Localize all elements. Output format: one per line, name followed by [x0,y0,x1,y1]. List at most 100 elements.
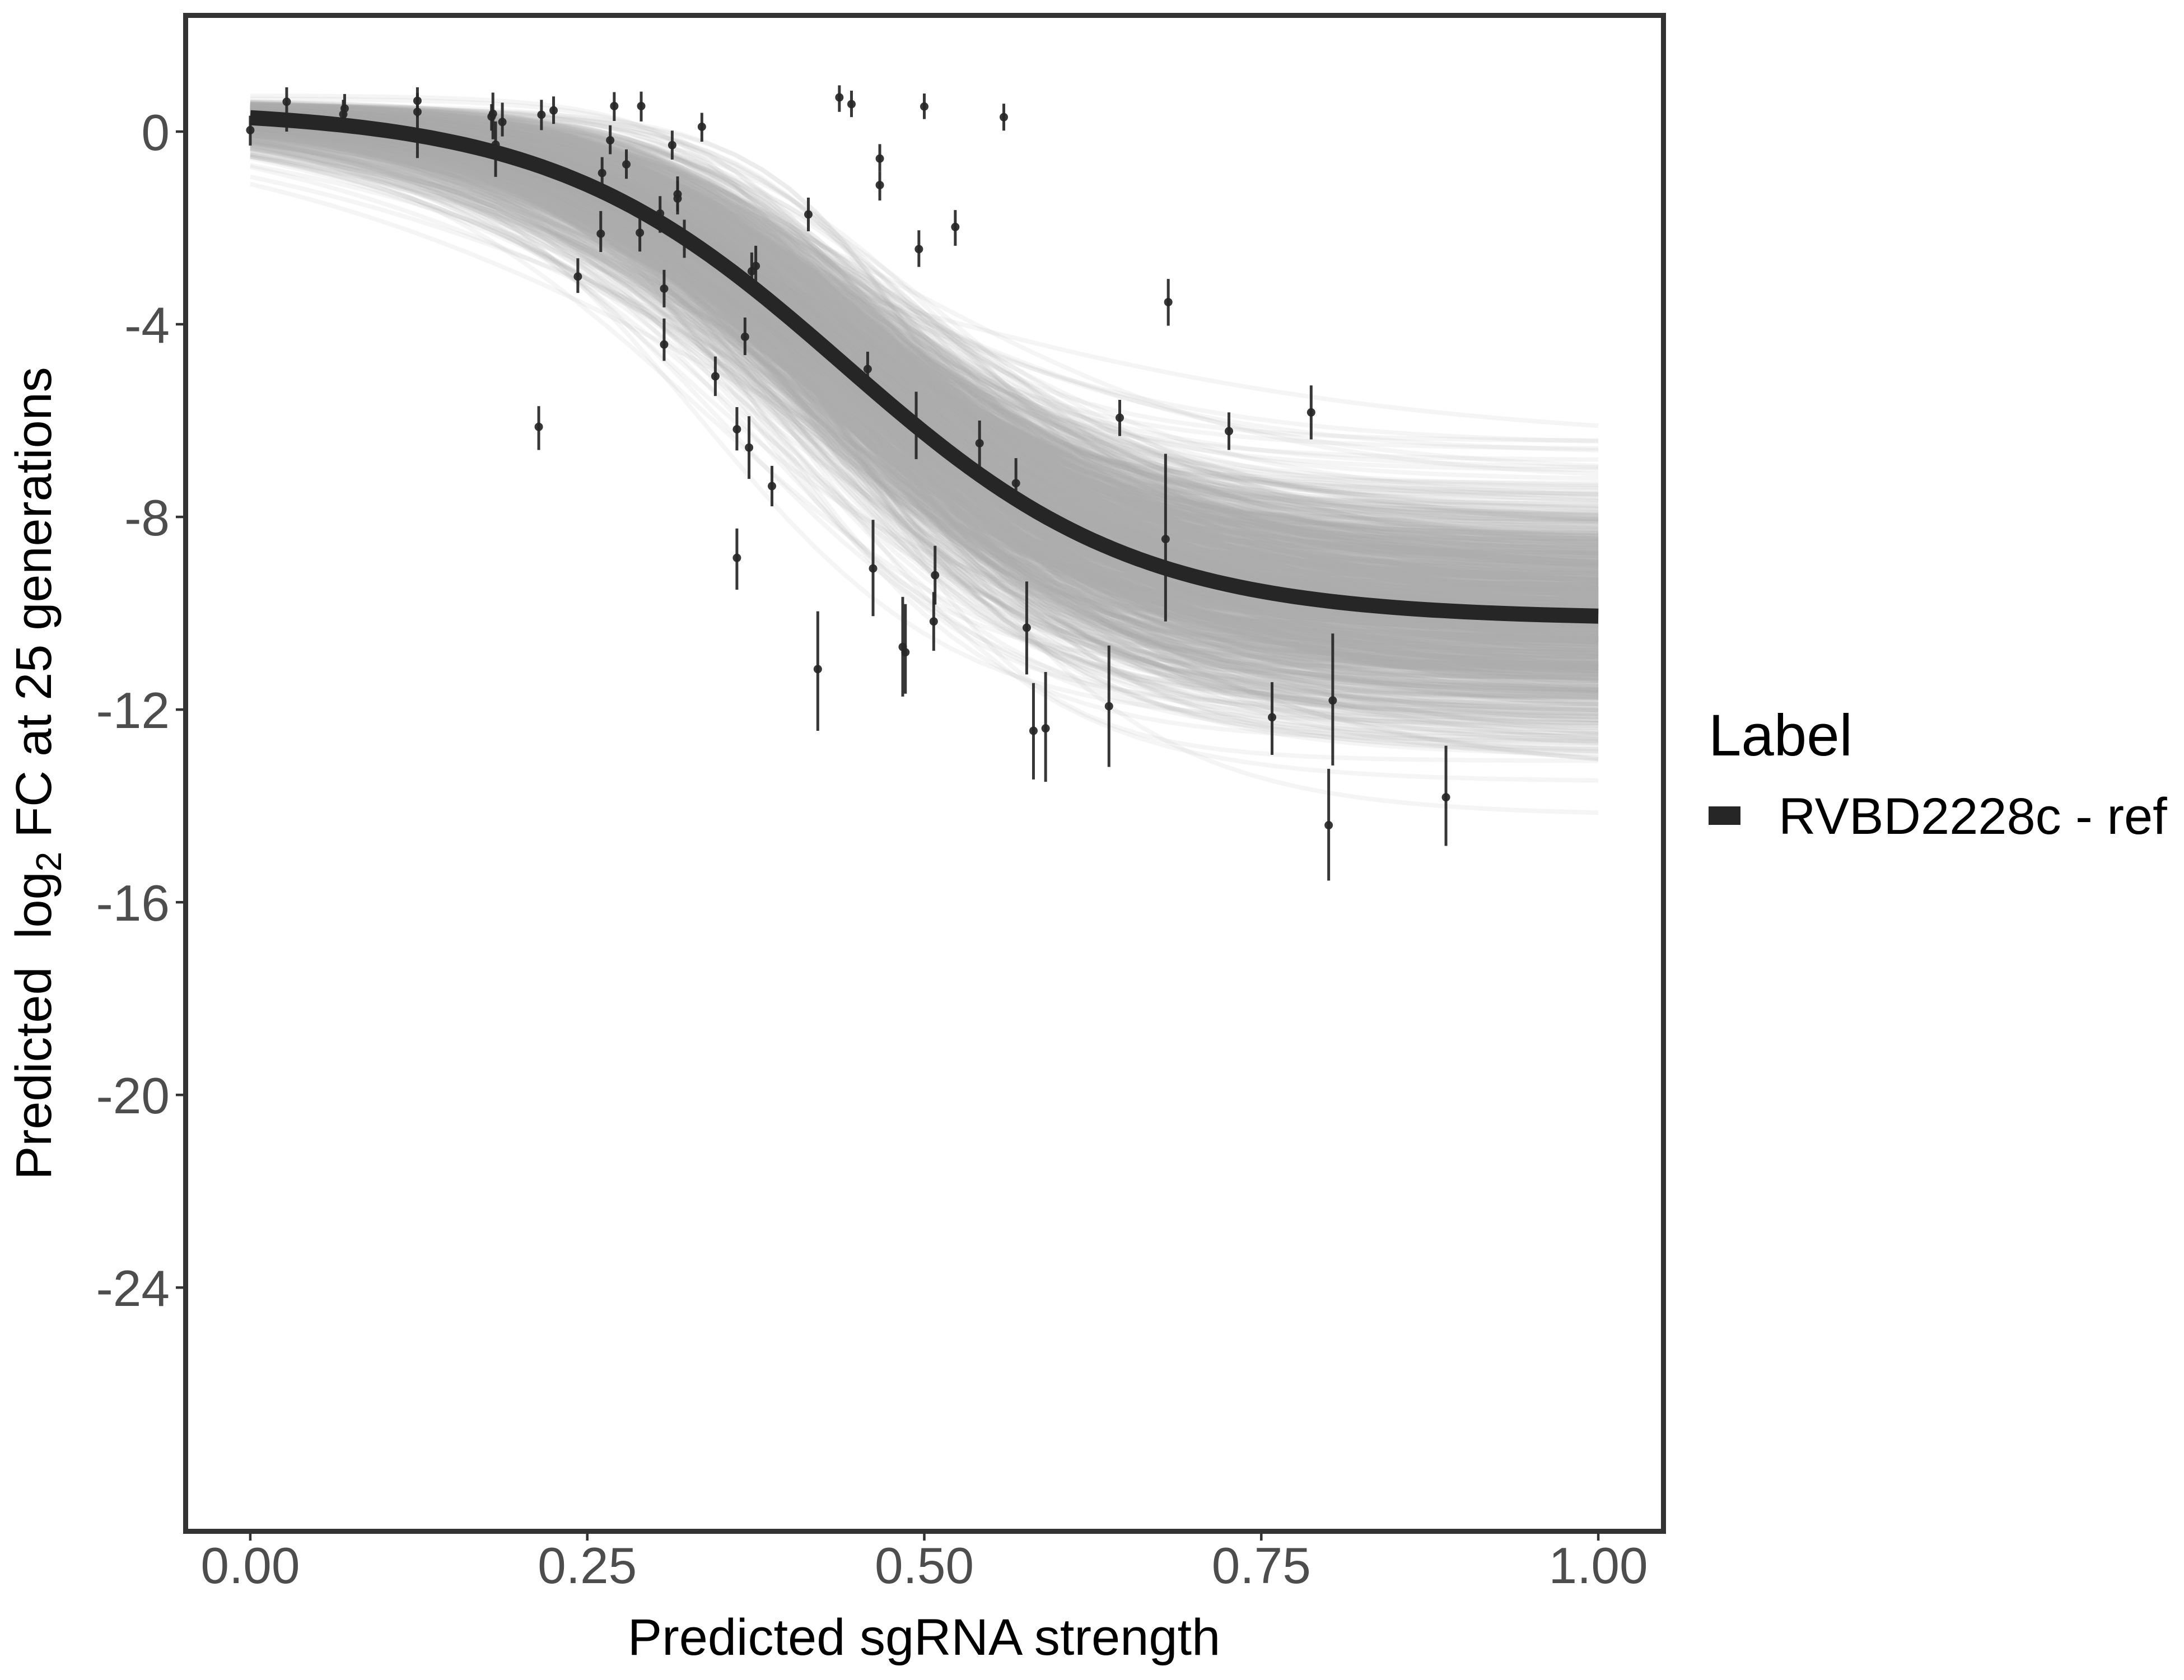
posterior-draw [250,105,1599,504]
posterior-draws [249,94,1599,815]
posterior-draw [250,113,1599,541]
posterior-draw [250,102,1599,544]
posterior-draw [250,151,1599,428]
posterior-draw [250,102,1599,596]
posterior-draw [250,125,1599,588]
posterior-draw [250,110,1599,608]
posterior-draw [250,116,1599,497]
posterior-draw [250,139,1599,683]
posterior-draw [250,109,1599,651]
posterior-draw [250,105,1599,576]
posterior-draw [250,126,1599,582]
posterior-draw [250,120,1599,599]
posterior-draw [250,112,1599,654]
posterior-draw [250,131,1599,616]
posterior-draw [250,120,1599,754]
posterior-draw [250,112,1599,741]
posterior-draw [250,110,1599,579]
posterior-draw [250,110,1599,687]
posterior-draw [250,123,1599,511]
posterior-draw [250,115,1599,731]
posterior-draw [250,124,1599,636]
data-point [498,118,507,127]
posterior-draw [250,145,1599,600]
posterior-draw [250,108,1599,596]
data-point [863,365,872,374]
posterior-draw [250,146,1599,620]
posterior-draw [250,115,1599,675]
posterior-draw [250,118,1599,538]
posterior-draw [250,110,1599,536]
posterior-draw [250,119,1599,659]
posterior-draw [250,118,1599,648]
posterior-draw [250,120,1599,592]
posterior-draw [250,110,1599,715]
posterior-draw [250,109,1599,550]
posterior-draw [250,111,1599,549]
posterior-draw [250,111,1599,551]
posterior-draw [250,146,1599,688]
posterior-draw [250,104,1599,600]
y-axis-title-prefix: Predicted log [6,871,62,1179]
posterior-draw [250,110,1599,641]
posterior-draw [250,104,1599,627]
posterior-draw [250,129,1599,645]
posterior-draw [250,116,1599,701]
data-point [847,100,856,109]
posterior-draw [250,113,1599,595]
posterior-draw [250,108,1599,602]
posterior-draw [250,109,1599,556]
posterior-draw [250,123,1599,644]
posterior-draw [250,129,1599,667]
posterior-draw [250,105,1599,696]
posterior-draw [250,141,1599,525]
posterior-draw [250,113,1599,592]
posterior-draw [250,116,1599,659]
posterior-draw [250,139,1599,742]
posterior-draw [250,128,1599,594]
posterior-draw [250,120,1599,568]
posterior-draw [250,125,1599,673]
posterior-draw [250,115,1599,516]
posterior-draw [250,104,1599,586]
posterior-draw [250,113,1599,580]
posterior-draw [250,104,1599,601]
posterior-draw [250,123,1599,551]
posterior-draw [250,108,1599,597]
posterior-draw [250,133,1599,694]
posterior-draw [250,123,1599,642]
posterior-draw [250,119,1599,572]
posterior-draw [250,110,1599,653]
data-point [975,438,984,447]
posterior-draw [250,139,1599,592]
posterior-draw [250,123,1599,521]
posterior-draw [250,105,1599,570]
posterior-draw [250,122,1599,549]
posterior-draw [250,118,1599,683]
data-point [282,97,291,106]
data-points-layer [246,85,1450,881]
posterior-draw [250,109,1599,557]
posterior-draw [250,115,1599,635]
data-point [875,180,884,189]
posterior-draw [250,104,1599,577]
posterior-draw [250,113,1599,554]
posterior-draw [250,130,1599,696]
posterior-draw [250,111,1599,545]
posterior-draw [250,105,1599,610]
data-point [813,665,822,674]
posterior-draw [250,109,1599,550]
posterior-draw [250,124,1599,661]
posterior-draw [250,125,1599,590]
data-point [1161,535,1170,544]
posterior-draw [250,109,1599,539]
posterior-draw [250,133,1599,760]
posterior-draw [250,114,1599,529]
posterior-draw [250,125,1599,470]
posterior-draw [250,122,1599,655]
posterior-draw [250,114,1599,547]
posterior-draw [250,120,1599,693]
posterior-draw [250,118,1599,497]
posterior-draw [250,137,1599,718]
posterior-draw [250,125,1599,627]
